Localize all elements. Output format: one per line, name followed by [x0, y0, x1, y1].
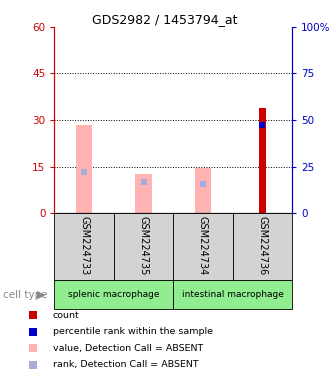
Bar [233, 213, 292, 280]
Bar [54, 213, 114, 280]
Bar [114, 213, 173, 280]
Bar [195, 168, 211, 213]
Bar [259, 108, 266, 213]
Text: GSM224735: GSM224735 [139, 216, 148, 275]
Text: value, Detection Call = ABSENT: value, Detection Call = ABSENT [53, 344, 203, 353]
Text: splenic macrophage: splenic macrophage [68, 290, 160, 299]
Bar [173, 213, 233, 280]
Text: GDS2982 / 1453794_at: GDS2982 / 1453794_at [92, 13, 238, 26]
Text: rank, Detection Call = ABSENT: rank, Detection Call = ABSENT [53, 360, 198, 369]
Bar [135, 174, 152, 213]
Text: cell type: cell type [3, 290, 48, 300]
Text: GSM224733: GSM224733 [79, 216, 89, 275]
Bar [76, 125, 92, 213]
Text: percentile rank within the sample: percentile rank within the sample [53, 327, 213, 336]
Text: ▶: ▶ [37, 290, 46, 300]
Text: GSM224736: GSM224736 [257, 216, 267, 275]
Text: intestinal macrophage: intestinal macrophage [182, 290, 283, 299]
Text: GSM224734: GSM224734 [198, 216, 208, 275]
Bar [173, 280, 292, 309]
Bar [54, 280, 173, 309]
Text: count: count [53, 311, 80, 319]
